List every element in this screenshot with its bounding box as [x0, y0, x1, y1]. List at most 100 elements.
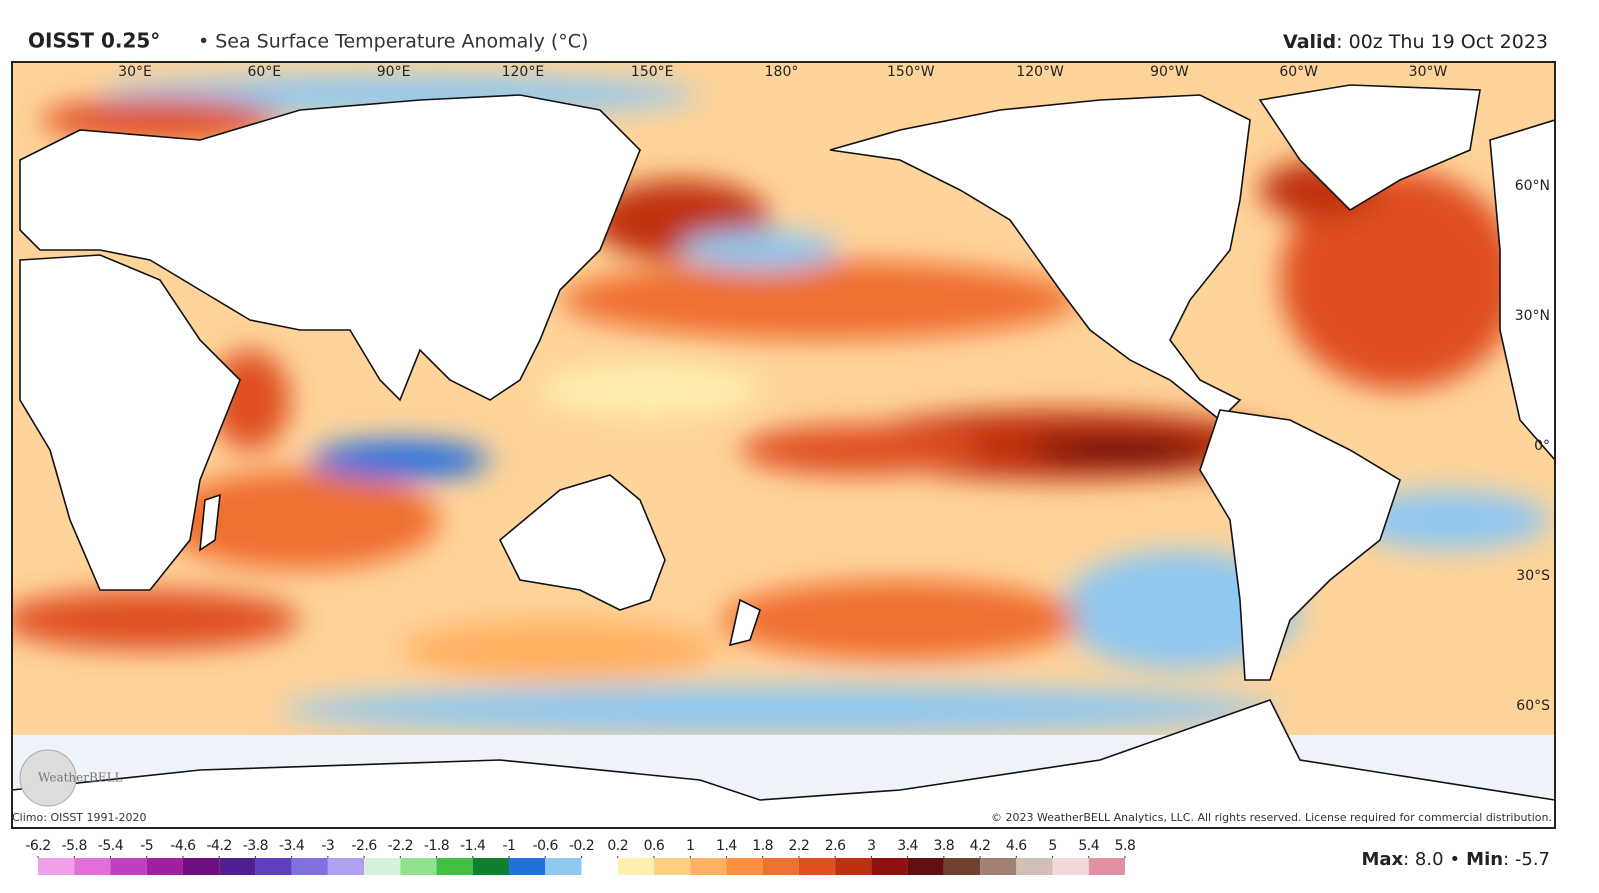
colorbar-segment — [327, 858, 365, 875]
land — [12, 84, 1555, 828]
colorbar-segment — [907, 858, 944, 875]
longitude-label: 150°W — [887, 64, 935, 80]
colorbar-tick-label: 1 — [686, 838, 694, 854]
subtitle: • Sea Surface Temperature Anomaly (°C) — [198, 31, 588, 53]
title: OISST 0.25° — [28, 29, 160, 53]
colorbar-tick-label: 3.8 — [933, 838, 954, 854]
colorbar-tick-label: -6.2 — [25, 838, 50, 854]
colorbar-tick-label: -3.4 — [279, 838, 305, 854]
colorbar-segment — [726, 858, 763, 875]
longitude-label: 30°W — [1409, 64, 1448, 80]
colorbar-tick-label: -4.2 — [207, 838, 232, 854]
stats: Max: 8.0 • Min: -5.7 — [1361, 849, 1550, 870]
colorbar-segment — [255, 858, 292, 875]
colorbar-segment — [617, 858, 654, 875]
colon: : — [1503, 849, 1515, 870]
colorbar-tick-label: 0.6 — [644, 838, 665, 854]
colorbar-tick-label: 3 — [867, 838, 875, 854]
colorbar-tick-label: 5 — [1048, 838, 1056, 854]
colorbar-tick-label: 5.4 — [1078, 838, 1099, 854]
colorbar-segment — [1052, 858, 1089, 875]
longitude-label: 180° — [765, 64, 799, 80]
max-value: 8.0 — [1415, 849, 1444, 870]
colorbar-tick-label: -5.8 — [62, 838, 87, 854]
colorbar-tick-label: 3.4 — [897, 838, 918, 854]
colorbar-tick-label: -5 — [140, 838, 153, 854]
longitude-label: 90°E — [377, 64, 411, 80]
colorbar-segment — [798, 858, 836, 875]
colorbar-tick-label: -3.8 — [243, 838, 268, 854]
map: 30°E 60°E 90°E 120°E 150°E 180° 150°W 120°W 90°W… — [12, 62, 1555, 828]
south-america — [1199, 409, 1401, 681]
colorbar-tick-label: 1.4 — [716, 838, 737, 854]
colorbar-segment — [364, 858, 401, 875]
longitude-labels: 30°E 60°E 90°E 120°E 150°E 180° 150°W 120°W 90°W… — [118, 64, 1447, 80]
colorbar-segment — [653, 858, 691, 875]
colorbar-tick-label: -2.2 — [388, 838, 413, 854]
colorbar-segment — [835, 858, 872, 875]
longitude-label: 60°E — [247, 64, 281, 80]
colorbar-tick-label: 2.6 — [825, 838, 846, 854]
antarctica — [12, 699, 1555, 828]
valid-text: : 00z Thu 19 Oct 2023 — [1336, 31, 1548, 53]
max-label: Max — [1361, 849, 1403, 870]
colorbar-segment — [1016, 858, 1053, 875]
colorbar-segment — [943, 858, 981, 875]
africa — [19, 254, 241, 591]
colorbar-segment — [1088, 858, 1125, 875]
latitude-label: 60°S — [1516, 698, 1550, 714]
colorbar-segment — [871, 858, 908, 875]
latitude-label: 0° — [1534, 438, 1550, 454]
colorbar-tick-label: -1.8 — [424, 838, 449, 854]
colorbar-segment — [146, 858, 183, 875]
min-value: -5.7 — [1515, 849, 1550, 870]
longitude-label: 60°W — [1279, 64, 1318, 80]
australia — [499, 474, 666, 611]
colorbar-segment — [400, 858, 437, 875]
min-label: Min — [1466, 849, 1503, 870]
colorbar-tick-label: 4.6 — [1006, 838, 1027, 854]
colorbar-segment — [74, 858, 111, 875]
colorbar-tick-label: 0.2 — [607, 838, 628, 854]
latitude-labels: 60°N 30°N 0° 30°S 60°S — [1515, 178, 1550, 714]
longitude-label: 30°E — [118, 64, 152, 80]
colorbar-segment — [110, 858, 147, 875]
logo: WeatherBELL — [38, 771, 123, 785]
copyright: © 2023 WeatherBELL Analytics, LLC. All r… — [991, 811, 1552, 824]
longitude-label: 120°W — [1016, 64, 1064, 80]
colorbar: -6.2 -5.8 -5.4 -5 -4.6 -4.2 -3.8 -3.4 -3 -2.6 -2.2… — [25, 838, 1136, 875]
map-frame — [11, 61, 1556, 829]
colorbar-segment — [182, 858, 220, 875]
latitude-label: 60°N — [1515, 178, 1550, 194]
colorbar-segment — [762, 858, 799, 875]
madagascar — [199, 493, 221, 552]
separator: • — [1450, 849, 1461, 870]
valid-label: Valid — [1283, 31, 1336, 53]
colorbar-segment — [436, 858, 473, 875]
colorbar-tick-label: -3 — [321, 838, 334, 854]
latitude-label: 30°N — [1515, 308, 1550, 324]
colorbar-tick-label: -0.6 — [533, 838, 559, 854]
colorbar-segment — [509, 858, 546, 875]
greenland — [1258, 84, 1481, 212]
climo: Climo: OISST 1991-2020 — [12, 811, 146, 824]
logo-globe — [19, 749, 77, 807]
longitude-label: 120°E — [502, 64, 545, 80]
colorbar-segment — [545, 858, 582, 875]
colorbar-segment — [291, 858, 328, 875]
colorbar-segment — [980, 858, 1017, 875]
colorbar-tick-label: 4.2 — [970, 838, 991, 854]
colorbar-tick-label: -0.2 — [569, 838, 594, 854]
longitude-label: 150°E — [631, 64, 674, 80]
colorbar-tick-label: 1.8 — [752, 838, 773, 854]
colorbar-tick-label: -4.6 — [170, 838, 196, 854]
europe-east — [1489, 119, 1555, 462]
colorbar-segment — [581, 858, 618, 875]
colorbar-tick-label: 5.8 — [1115, 838, 1136, 854]
colon: : — [1403, 849, 1415, 870]
latitude-label: 30°S — [1516, 568, 1550, 584]
colorbar-tick-label: -2.6 — [351, 838, 377, 854]
north-america — [829, 94, 1251, 422]
new-zealand — [728, 598, 761, 647]
